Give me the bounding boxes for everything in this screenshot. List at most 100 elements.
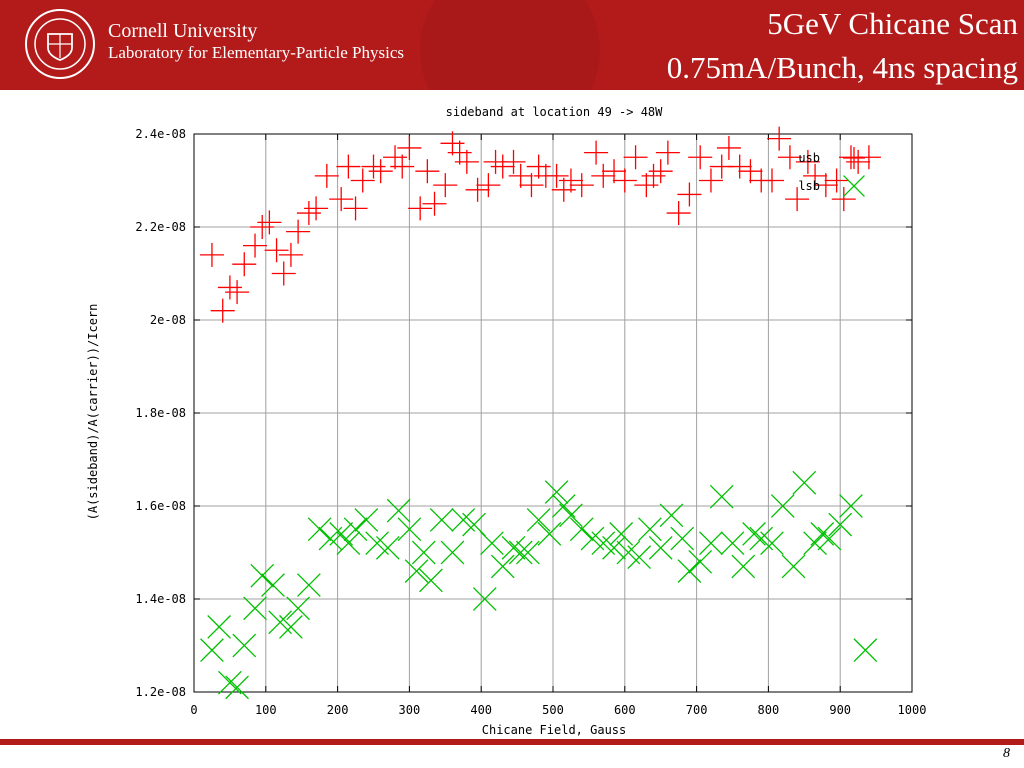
org-lab: Laboratory for Elementary-Particle Physi… [108, 43, 404, 62]
title-line-2: 0.75mA/Bunch, 4ns spacing [666, 50, 1018, 85]
lsb-point [419, 568, 443, 593]
title-line-1: 5GeV Chicane Scan [767, 6, 1018, 41]
lsb-point [336, 531, 361, 556]
lsb-point [544, 480, 569, 504]
lsb-point [638, 517, 662, 542]
usb-point [813, 173, 838, 198]
lsb-point [810, 522, 835, 546]
lsb-point [307, 517, 332, 542]
usb-point [677, 182, 702, 207]
usb-point [250, 215, 275, 239]
usb-point [795, 149, 820, 174]
lsb-point [551, 494, 576, 518]
y-tick-label: 2.2e-08 [135, 220, 186, 234]
lsb-point [839, 494, 863, 518]
lsb-point [232, 633, 257, 658]
y-tick-label: 1.4e-08 [135, 592, 186, 606]
grid [194, 134, 912, 692]
x-axis-label: Chicane Field, Gauss [482, 723, 627, 737]
lsb-point [261, 573, 285, 597]
usb-point [465, 177, 490, 202]
usb-point [526, 154, 551, 179]
lsb-point [490, 554, 515, 579]
lsb-point [343, 517, 368, 542]
usb-point [447, 140, 472, 165]
legend-marker-lsb [843, 175, 865, 197]
lsb-point [397, 517, 422, 542]
usb-point [634, 173, 659, 198]
lsb-point [699, 531, 723, 556]
usb-point [688, 145, 713, 170]
x-tick-label: 100 [255, 703, 277, 717]
lsb-point [480, 531, 504, 556]
x-tick-label: 900 [829, 703, 851, 717]
usb-point [390, 154, 415, 179]
usb-point [846, 149, 871, 174]
usb-point [271, 261, 296, 286]
chart-title: sideband at location 49 -> 48W [446, 105, 664, 119]
lsb-point [559, 503, 583, 528]
x-tick-label: 300 [399, 703, 421, 717]
y-tick-label: 1.8e-08 [135, 406, 186, 420]
usb-point [824, 168, 849, 193]
usb-point [383, 145, 408, 170]
lsb-point [411, 540, 436, 565]
usb-point [666, 201, 691, 226]
usb-point [738, 159, 763, 184]
y-tick-label: 2e-08 [150, 313, 186, 327]
usb-point [343, 196, 368, 221]
usb-point [422, 191, 447, 216]
lsb-point [501, 535, 526, 560]
usb-point [368, 159, 393, 184]
cornell-seal-icon [25, 9, 95, 79]
usb-point [433, 173, 458, 198]
usb-point [217, 275, 242, 300]
usb-point [264, 238, 289, 263]
lsb-point [243, 596, 267, 621]
usb-point [314, 163, 339, 188]
lsb-point [386, 498, 411, 523]
x-tick-label: 200 [327, 703, 349, 717]
usb-point [856, 145, 881, 170]
lsb-point [709, 484, 734, 509]
lsb-point [853, 638, 878, 663]
usb-point [440, 131, 465, 156]
usb-point [623, 145, 648, 170]
lsb-point [279, 615, 303, 639]
usb-point [243, 233, 268, 258]
usb-point [397, 135, 422, 160]
legend: usb lsb [798, 147, 865, 197]
lsb-point [354, 508, 379, 532]
x-tick-label: 800 [758, 703, 780, 717]
lsb-point [792, 470, 817, 495]
lsb-point [609, 522, 634, 546]
lsb-point [250, 563, 275, 588]
usb-point [454, 149, 479, 174]
usb-point [350, 168, 375, 193]
x-tick-label: 600 [614, 703, 636, 717]
usb-point [655, 140, 680, 165]
lsb-point [207, 615, 231, 639]
lsb-point [537, 522, 562, 546]
y-tick-label: 1.6e-08 [135, 499, 186, 513]
lsb-point [688, 549, 713, 574]
lsb-point [569, 517, 594, 542]
lsb-point [781, 554, 806, 579]
usb-point [232, 252, 257, 277]
lsb-point [440, 540, 465, 565]
y-tick-label: 1.2e-08 [135, 685, 186, 699]
usb-point [767, 126, 792, 151]
x-tick-label: 400 [470, 703, 492, 717]
background-seal-watermark [420, 0, 600, 90]
footer-rule [0, 739, 1024, 745]
usb-point [558, 168, 583, 193]
lsb-point [760, 531, 784, 556]
usb-point [278, 242, 303, 267]
legend-label-lsb: lsb [798, 179, 820, 193]
usb-point [296, 201, 321, 226]
page-number: 8 [1003, 746, 1010, 761]
usb-point [501, 149, 526, 174]
usb-point [612, 168, 637, 193]
lsb-point [770, 494, 795, 518]
lsb-point [720, 531, 745, 556]
